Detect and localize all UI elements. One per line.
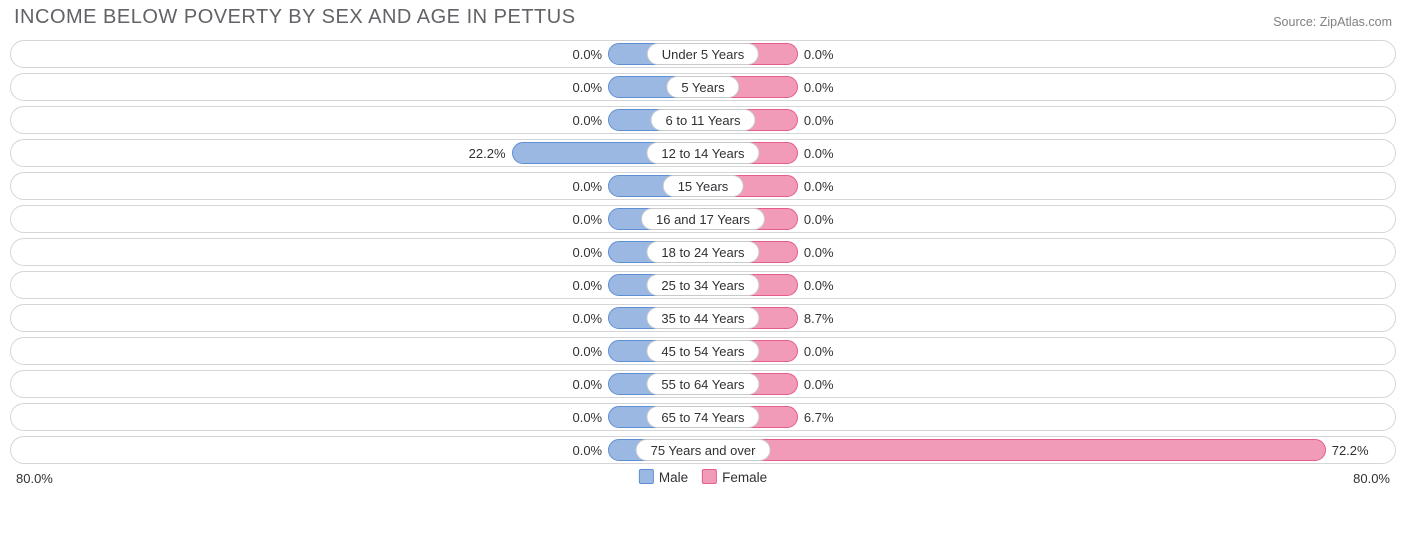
- chart-row: 0.0% 0.0% Under 5 Years: [10, 40, 1396, 68]
- chart-row: 0.0% 72.2% 75 Years and over: [10, 436, 1396, 464]
- female-pct-label: 0.0%: [804, 43, 834, 65]
- age-pill: 6 to 11 Years: [651, 109, 756, 131]
- chart-row: 0.0% 0.0% 16 and 17 Years: [10, 205, 1396, 233]
- male-pct-label: 0.0%: [572, 274, 602, 296]
- male-pct-label: 0.0%: [572, 439, 602, 461]
- chart-source: Source: ZipAtlas.com: [1273, 15, 1392, 29]
- axis-left-label: 80.0%: [16, 471, 53, 486]
- chart-rows: 0.0%0.0%Under 5 Years0.0%0.0%5 Years0.0%…: [10, 40, 1396, 464]
- age-pill: 18 to 24 Years: [646, 241, 759, 263]
- male-pct-label: 0.0%: [572, 175, 602, 197]
- male-pct-label: 22.2%: [469, 142, 506, 164]
- male-pct-label: 0.0%: [572, 340, 602, 362]
- female-pct-label: 0.0%: [804, 76, 834, 98]
- legend-female: Female: [702, 469, 767, 485]
- chart-row: 22.2% 0.0% 12 to 14 Years: [10, 139, 1396, 167]
- chart-row: 0.0% 0.0% 55 to 64 Years: [10, 370, 1396, 398]
- legend-male-label: Male: [659, 470, 688, 485]
- male-pct-label: 0.0%: [572, 208, 602, 230]
- axis-right-label: 80.0%: [1353, 471, 1390, 486]
- chart-row: 0.0% 8.7% 35 to 44 Years: [10, 304, 1396, 332]
- age-pill: 65 to 74 Years: [646, 406, 759, 428]
- legend-male: Male: [639, 469, 688, 485]
- female-pct-label: 8.7%: [804, 307, 834, 329]
- age-pill: 45 to 54 Years: [646, 340, 759, 362]
- male-pct-label: 0.0%: [572, 109, 602, 131]
- female-pct-label: 6.7%: [804, 406, 834, 428]
- age-pill: 15 Years: [663, 175, 744, 197]
- age-pill: 5 Years: [666, 76, 739, 98]
- chart-legend: Male Female: [639, 469, 767, 485]
- male-pct-label: 0.0%: [572, 241, 602, 263]
- male-pct-label: 0.0%: [572, 43, 602, 65]
- chart-row: 0.0% 0.0% 18 to 24 Years: [10, 238, 1396, 266]
- female-pct-label: 0.0%: [804, 175, 834, 197]
- female-bar: [703, 439, 1326, 461]
- female-pct-label: 0.0%: [804, 142, 834, 164]
- male-pct-label: 0.0%: [572, 307, 602, 329]
- legend-female-label: Female: [722, 470, 767, 485]
- age-pill: 16 and 17 Years: [641, 208, 765, 230]
- female-pct-label: 0.0%: [804, 208, 834, 230]
- female-pct-label: 0.0%: [804, 340, 834, 362]
- female-pct-label: 0.0%: [804, 274, 834, 296]
- male-pct-label: 0.0%: [572, 406, 602, 428]
- chart-row: 0.0% 0.0% 25 to 34 Years: [10, 271, 1396, 299]
- legend-female-swatch: [702, 469, 717, 484]
- female-pct-label: 0.0%: [804, 373, 834, 395]
- chart-row: 0.0% 0.0% 6 to 11 Years: [10, 106, 1396, 134]
- chart-row: 0.0% 6.7% 65 to 74 Years: [10, 403, 1396, 431]
- female-pct-label: 0.0%: [804, 109, 834, 131]
- chart-footer: 80.0% 80.0% Male Female: [10, 469, 1396, 493]
- female-pct-label: 0.0%: [804, 241, 834, 263]
- chart-row: 0.0% 0.0% 45 to 54 Years: [10, 337, 1396, 365]
- age-pill: 12 to 14 Years: [646, 142, 759, 164]
- chart-title: INCOME BELOW POVERTY BY SEX AND AGE IN P…: [14, 6, 576, 29]
- age-pill: 75 Years and over: [636, 439, 771, 461]
- male-pct-label: 0.0%: [572, 76, 602, 98]
- male-pct-label: 0.0%: [572, 373, 602, 395]
- age-pill: Under 5 Years: [647, 43, 759, 65]
- chart-row: 0.0% 0.0% 15 Years: [10, 172, 1396, 200]
- age-pill: 35 to 44 Years: [646, 307, 759, 329]
- chart-row: 0.0% 0.0% 5 Years: [10, 73, 1396, 101]
- poverty-by-sex-age-chart: INCOME BELOW POVERTY BY SEX AND AGE IN P…: [0, 0, 1406, 503]
- age-pill: 25 to 34 Years: [646, 274, 759, 296]
- legend-male-swatch: [639, 469, 654, 484]
- age-pill: 55 to 64 Years: [646, 373, 759, 395]
- chart-header: INCOME BELOW POVERTY BY SEX AND AGE IN P…: [10, 6, 1396, 35]
- female-pct-label: 72.2%: [1332, 439, 1369, 461]
